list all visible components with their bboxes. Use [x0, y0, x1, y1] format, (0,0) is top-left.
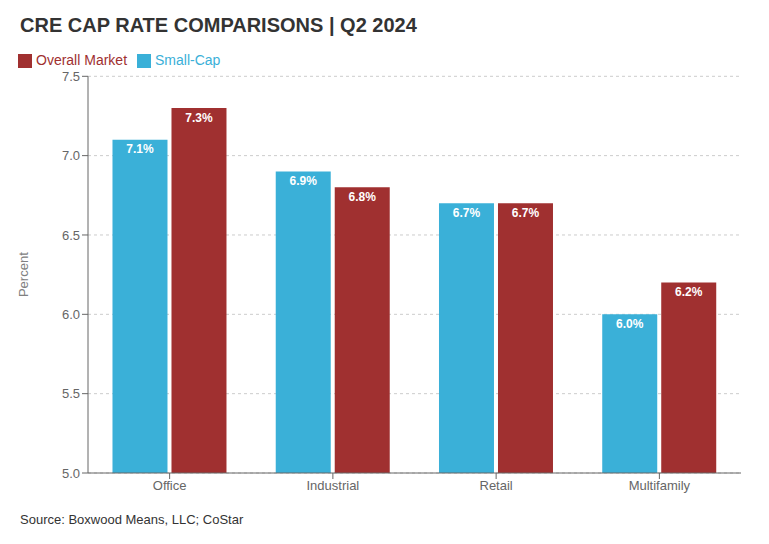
svg-text:6.0%: 6.0% [616, 317, 644, 331]
svg-text:6.7%: 6.7% [453, 206, 481, 220]
svg-text:7.5: 7.5 [62, 69, 80, 84]
svg-text:5.5: 5.5 [62, 386, 80, 401]
svg-text:7.0: 7.0 [62, 148, 80, 163]
html-text:Small-Cap: Small-Cap [155, 52, 221, 68]
svg-text:7.1%: 7.1% [126, 142, 154, 156]
html-text:Overall Market: Overall Market [36, 52, 127, 68]
svg-text:Percent: Percent [16, 252, 31, 297]
svg-text:6.8%: 6.8% [349, 190, 377, 204]
svg-text:Multifamily: Multifamily [629, 478, 691, 493]
svg-text:5.0: 5.0 [62, 466, 80, 481]
svg-text:Office: Office [153, 478, 187, 493]
svg-text:Retail: Retail [480, 478, 513, 493]
svg-text:6.2%: 6.2% [675, 285, 703, 299]
svg-text:6.0: 6.0 [62, 307, 80, 322]
svg-text:6.7%: 6.7% [512, 206, 540, 220]
svg-text:7.3%: 7.3% [185, 111, 213, 125]
svg-text:6.5: 6.5 [62, 228, 80, 243]
svg-text:Industrial: Industrial [307, 478, 360, 493]
svg-text:6.9%: 6.9% [290, 174, 318, 188]
html-text:CRE CAP RATE COMPARISONS | Q2: CRE CAP RATE COMPARISONS | Q2 2024 [20, 14, 417, 36]
html-text:Source: Boxwood Means, LLC; Co: Source: Boxwood Means, LLC; CoStar [20, 512, 244, 527]
